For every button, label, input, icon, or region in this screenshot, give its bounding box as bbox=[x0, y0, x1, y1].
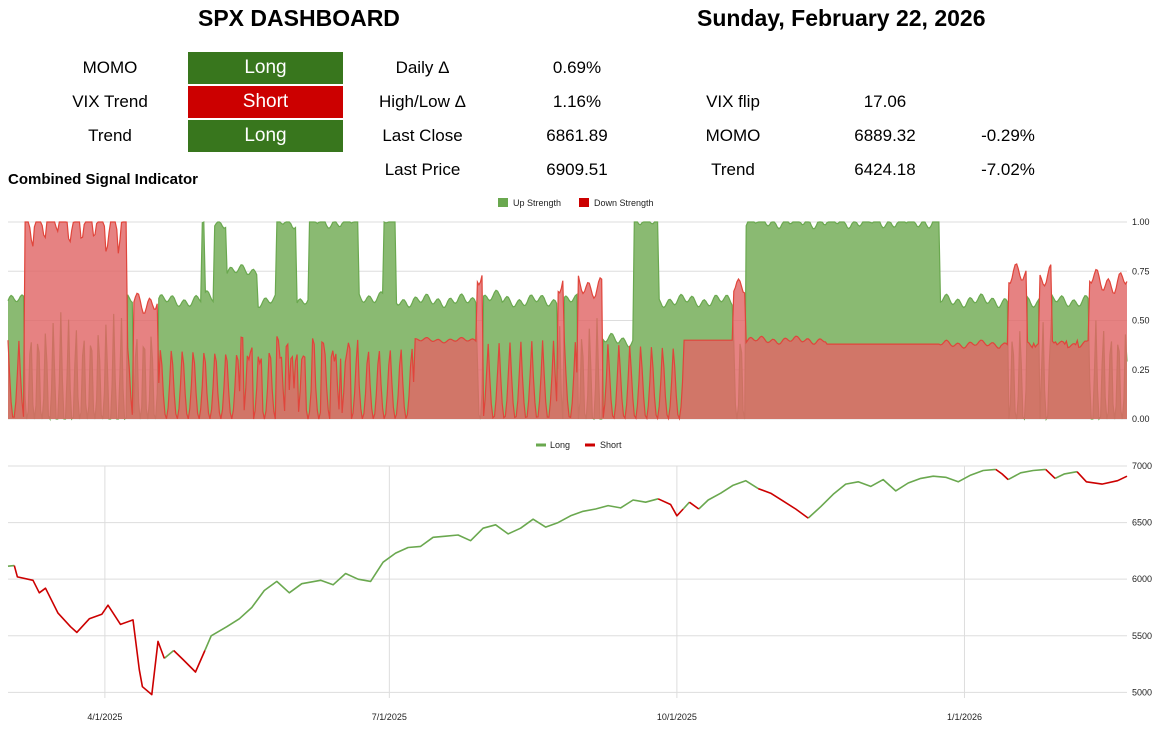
y-tick-label: 6000 bbox=[1132, 574, 1152, 584]
daily-delta-value: 0.69% bbox=[552, 58, 602, 77]
y-tick-label: 0.00 bbox=[1132, 414, 1150, 424]
series-long-line bbox=[7, 468, 1078, 660]
series-down-strength-line bbox=[7, 221, 1128, 421]
dashboard-date: Sunday, February 22, 2026 bbox=[697, 5, 986, 31]
trend-pct: -7.02% bbox=[981, 160, 1035, 179]
legend-swatch-up bbox=[498, 198, 508, 207]
signal-label-momo: MOMO bbox=[82, 58, 138, 77]
highlow-delta-value: 1.16% bbox=[552, 92, 602, 111]
y-tick-label: 6500 bbox=[1132, 518, 1152, 528]
signal-label-vix-trend: VIX Trend bbox=[72, 92, 148, 111]
y-tick-label: 0.50 bbox=[1132, 316, 1150, 326]
legend-label-up: Up Strength bbox=[513, 198, 561, 208]
legend-swatch-down bbox=[579, 198, 589, 207]
signal-label-trend: Trend bbox=[88, 126, 132, 145]
x-tick-label: 4/1/2025 bbox=[87, 712, 122, 722]
y-tick-label: 7000 bbox=[1132, 461, 1152, 471]
signal-badge-momo: Long bbox=[188, 52, 343, 84]
momo-pct: -0.29% bbox=[981, 126, 1035, 145]
x-tick-label: 10/1/2025 bbox=[657, 712, 697, 722]
series-short-line bbox=[13, 468, 1128, 696]
legend-label-long: Long bbox=[550, 440, 570, 450]
last-price-value: 6909.51 bbox=[546, 160, 608, 179]
dashboard-title: SPX DASHBOARD bbox=[198, 5, 400, 31]
x-tick-label: 1/1/2026 bbox=[947, 712, 982, 722]
vix-flip-label: VIX flip bbox=[706, 92, 760, 111]
series-up-strength-line bbox=[7, 220, 1128, 422]
legend-label-down: Down Strength bbox=[594, 198, 654, 208]
daily-delta-label: Daily Δ bbox=[395, 58, 450, 77]
x-tick-label: 7/1/2025 bbox=[372, 712, 407, 722]
signal-badge-vix-trend: Short bbox=[188, 86, 343, 118]
last-price-label: Last Price bbox=[384, 160, 461, 179]
signal-chart-title: Combined Signal Indicator bbox=[8, 171, 199, 188]
signal-badge-trend: Long bbox=[188, 120, 343, 152]
series-down-strength-area bbox=[8, 222, 1127, 419]
y-tick-label: 5000 bbox=[1132, 687, 1152, 697]
y-tick-label: 5500 bbox=[1132, 631, 1152, 641]
legend-label-short: Short bbox=[600, 440, 622, 450]
vix-flip-value: 17.06 bbox=[863, 92, 907, 111]
y-tick-label: 0.25 bbox=[1132, 365, 1150, 375]
trend-label: Trend bbox=[711, 160, 755, 179]
trend-value: 6424.18 bbox=[854, 160, 916, 179]
price-chart: Long Short 7000 6500 6000 5500 5000 4/1/2025 7/1… bbox=[7, 440, 1152, 722]
momo-value: 6889.32 bbox=[854, 126, 916, 145]
combined-signal-chart: Up Strength Down Strength 1.00 0.75 0.50 0.25… bbox=[7, 198, 1150, 424]
highlow-delta-label: High/Low Δ bbox=[379, 92, 466, 111]
momo-label: MOMO bbox=[705, 126, 761, 145]
last-close-label: Last Close bbox=[382, 126, 463, 145]
y-tick-label: 1.00 bbox=[1132, 217, 1150, 227]
y-tick-label: 0.75 bbox=[1132, 266, 1150, 276]
last-close-value: 6861.89 bbox=[546, 126, 608, 145]
